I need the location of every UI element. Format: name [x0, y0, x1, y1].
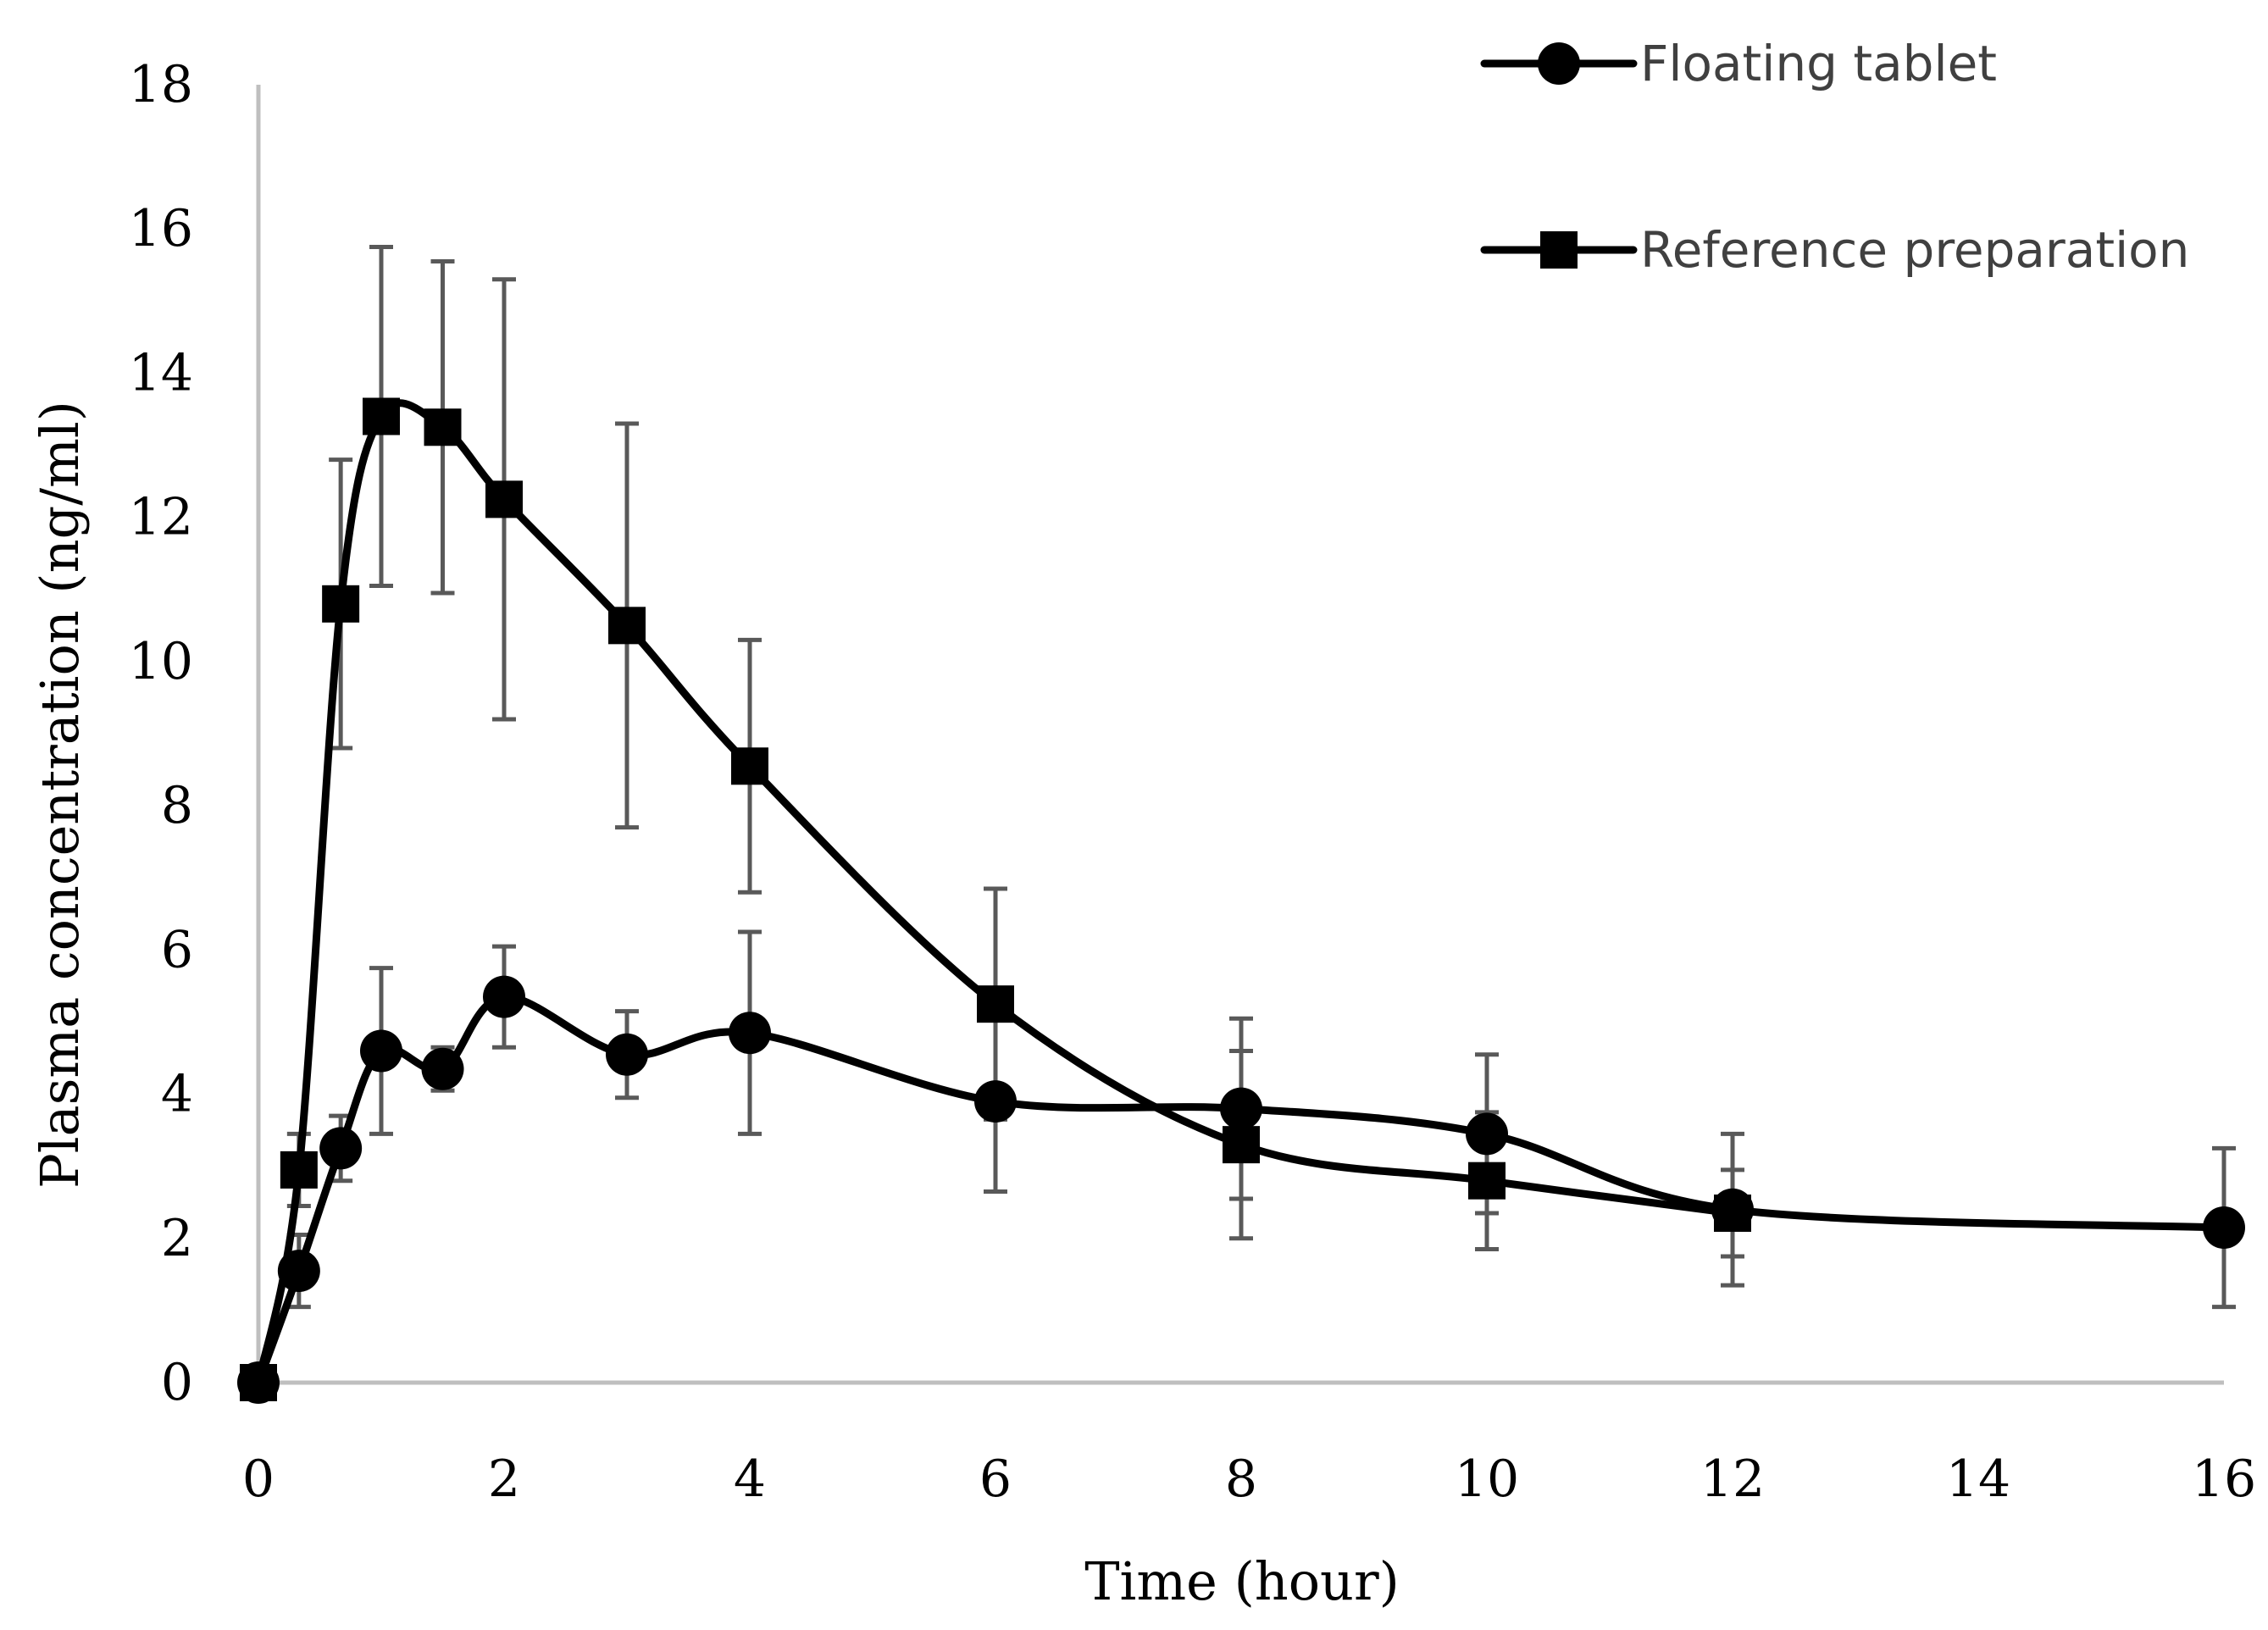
x-tick-label: 12 — [1700, 1450, 1765, 1509]
y-tick-label: 12 — [129, 488, 193, 547]
reference-preparation-point — [322, 585, 360, 623]
reference-preparation-point — [424, 408, 462, 446]
x-tick-label: 6 — [979, 1450, 1012, 1509]
reference-preparation-point — [280, 1150, 318, 1189]
y-tick-label: 18 — [129, 55, 193, 114]
reference-preparation-point — [1714, 1194, 1751, 1232]
reference-preparation-point — [240, 1364, 277, 1401]
floating-tablet-point — [1466, 1112, 1508, 1156]
floating-tablet-point — [360, 1029, 402, 1073]
legend-marker-square — [1540, 231, 1578, 269]
x-tick-label: 4 — [734, 1450, 766, 1509]
floating-tablet-point — [319, 1127, 363, 1170]
legend: Floating tablet Reference preparation — [1480, 35, 2189, 279]
y-tick-label: 8 — [161, 776, 193, 835]
series-markers — [237, 397, 2245, 1404]
x-tick-label: 2 — [488, 1450, 520, 1509]
y-tick-label: 14 — [129, 343, 193, 402]
floating-tablet-point — [421, 1047, 464, 1090]
reference-preparation-point — [977, 985, 1014, 1023]
x-tick-label: 8 — [1225, 1450, 1257, 1509]
axes — [256, 85, 2224, 1385]
reference-preparation-point — [1468, 1162, 1506, 1200]
reference-preparation-point — [363, 397, 400, 435]
floating-tablet-point — [277, 1250, 320, 1293]
y-tick-label: 6 — [161, 920, 193, 979]
reference-preparation-point — [1223, 1126, 1260, 1164]
y-axis-title: Plasma concentration (ng/ml) — [29, 401, 91, 1189]
floating-tablet-point — [483, 975, 525, 1018]
floating-tablet-point — [2203, 1206, 2245, 1250]
y-tick-label: 4 — [161, 1065, 193, 1124]
legend-label: Reference preparation — [1640, 221, 2189, 279]
x-tick-label: 10 — [1455, 1450, 1519, 1509]
x-tick-label: 0 — [242, 1450, 274, 1509]
reference-preparation-point — [485, 480, 523, 518]
legend-marker-circle — [1538, 42, 1580, 85]
x-axis-title: Time (hour) — [1084, 1550, 1400, 1612]
tick-labels: 0 2 4 6 8 10 12 14 16 0 2 4 6 8 10 12 14 16 18 — [129, 55, 2257, 1509]
floating-tablet-point — [729, 1012, 771, 1055]
floating-tablet-point — [974, 1080, 1017, 1123]
floating-tablet-point — [606, 1033, 648, 1076]
reference-preparation-point — [731, 747, 768, 785]
reference-preparation-line — [254, 399, 1737, 1387]
y-tick-label: 2 — [161, 1209, 193, 1268]
floating-tablet-point — [1220, 1087, 1262, 1130]
x-tick-label: 14 — [1946, 1450, 2010, 1509]
legend-label: Floating tablet — [1640, 35, 1997, 92]
x-tick-label: 16 — [2192, 1450, 2256, 1509]
y-tick-label: 10 — [129, 632, 193, 691]
y-tick-label: 0 — [161, 1353, 193, 1412]
reference-preparation-point — [608, 607, 646, 645]
legend-item-floating-tablet: Floating tablet — [1480, 35, 1997, 92]
y-tick-label: 16 — [129, 199, 193, 258]
legend-item-reference-preparation: Reference preparation — [1480, 221, 2189, 279]
